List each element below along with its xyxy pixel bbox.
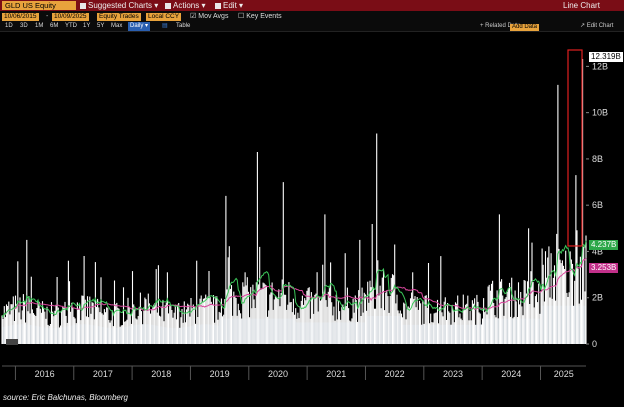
settings-row: 10/06/2015 - 10/09/2025 Equity Trades Lo… bbox=[0, 11, 624, 22]
source-caption: source: Eric Balchunas, Bloomberg bbox=[3, 393, 128, 402]
x-tick-label: 2020 bbox=[268, 369, 288, 379]
range-row: 1D 3D 1M 6M YTD 1Y 5Y Max Daily ▾ ▤ Tabl… bbox=[0, 22, 624, 32]
currency-field[interactable]: Local CCY bbox=[146, 12, 182, 21]
y-tick-label: 8B bbox=[592, 154, 603, 164]
mov-avgs-label: Mov Avgs bbox=[198, 13, 229, 20]
y-tick-label: 10B bbox=[592, 108, 608, 118]
suggested-charts-menu[interactable]: Suggested Charts ▾ bbox=[80, 0, 158, 11]
x-tick-label: 2022 bbox=[385, 369, 405, 379]
key-events-toggle[interactable]: ☐ Key Events bbox=[238, 13, 282, 20]
key-events-label: Key Events bbox=[246, 13, 282, 20]
suggested-charts-icon bbox=[80, 2, 86, 9]
moving-averages bbox=[1, 240, 587, 319]
frequency-select[interactable]: Daily ▾ bbox=[128, 22, 151, 31]
range-6m[interactable]: 6M bbox=[50, 23, 59, 29]
range-1m[interactable]: 1M bbox=[35, 23, 44, 29]
end-date-field[interactable]: 10/09/2025 bbox=[52, 12, 89, 21]
x-tick-label: 2023 bbox=[443, 369, 463, 379]
last-value-tag: 12.319B bbox=[589, 52, 623, 62]
x-tick-label: 2019 bbox=[210, 369, 230, 379]
y-tick-label: 0 bbox=[592, 339, 597, 349]
table-icon[interactable]: ▤ bbox=[162, 23, 168, 29]
frequency-label: Daily bbox=[130, 23, 144, 29]
x-tick-label: 2017 bbox=[93, 369, 113, 379]
x-tick-label: 2016 bbox=[35, 369, 55, 379]
date-separator: - bbox=[46, 13, 49, 20]
range-3d[interactable]: 3D bbox=[20, 23, 28, 29]
ma-short-tag: 4.237B bbox=[589, 240, 619, 250]
recent-highlight-box bbox=[567, 49, 583, 247]
range-5y[interactable]: 5Y bbox=[97, 23, 105, 29]
chart-type-label[interactable]: Line Chart bbox=[563, 1, 600, 10]
edit-label: Edit bbox=[223, 1, 237, 10]
axes: 0 2B 4B 6B 8B 10B 12B 2016 2017 2018 2019 2020 2021 2… bbox=[2, 61, 608, 380]
ticker-field[interactable]: GLD US Equity bbox=[2, 1, 76, 10]
x-tick-label: 2024 bbox=[501, 369, 521, 379]
metric-field[interactable]: Equity Trades bbox=[97, 12, 141, 21]
actions-menu[interactable]: Actions ▾ bbox=[165, 0, 205, 11]
volume-bars bbox=[1, 59, 587, 344]
related-data-label: Related Data bbox=[485, 23, 521, 29]
y-tick-label: 4B bbox=[592, 247, 603, 257]
ma-long-tag: 3.253B bbox=[589, 263, 619, 273]
edit-chart-label: Edit Chart bbox=[586, 23, 614, 29]
edit-icon bbox=[215, 2, 221, 9]
ma-short-line bbox=[1, 240, 587, 319]
suggested-charts-label: Suggested Charts bbox=[88, 1, 153, 10]
range-ytd[interactable]: YTD bbox=[65, 23, 77, 29]
table-button[interactable]: Table bbox=[176, 23, 191, 29]
x-tick-label: 2021 bbox=[326, 369, 346, 379]
volume-chart: 0 2B 4B 6B 8B 10B 12B 2016 2017 2018 2019 2020 2021 2… bbox=[1, 49, 608, 380]
mov-avgs-toggle[interactable]: ☑ Mov Avgs bbox=[190, 13, 229, 20]
y-tick-label: 2B bbox=[592, 293, 603, 303]
start-date-field[interactable]: 10/06/2015 bbox=[2, 12, 39, 21]
y-tick-label: 12B bbox=[592, 61, 608, 71]
x-tick-label: 2018 bbox=[151, 369, 171, 379]
scroll-handle[interactable] bbox=[6, 339, 18, 345]
edit-chart-button[interactable]: ↗ Edit Chart bbox=[580, 23, 614, 29]
range-1d[interactable]: 1D bbox=[5, 23, 13, 29]
edit-menu[interactable]: Edit ▾ bbox=[215, 0, 243, 11]
actions-icon bbox=[165, 2, 171, 9]
add-data-field[interactable]: Add Data bbox=[510, 23, 540, 31]
toolbar: GLD US Equity Suggested Charts ▾ Actions… bbox=[0, 0, 624, 11]
range-max[interactable]: Max bbox=[111, 23, 123, 29]
x-tick-label: 2025 bbox=[554, 369, 574, 379]
range-1y[interactable]: 1Y bbox=[83, 23, 91, 29]
y-tick-label: 6B bbox=[592, 200, 603, 210]
actions-label: Actions bbox=[173, 1, 200, 10]
